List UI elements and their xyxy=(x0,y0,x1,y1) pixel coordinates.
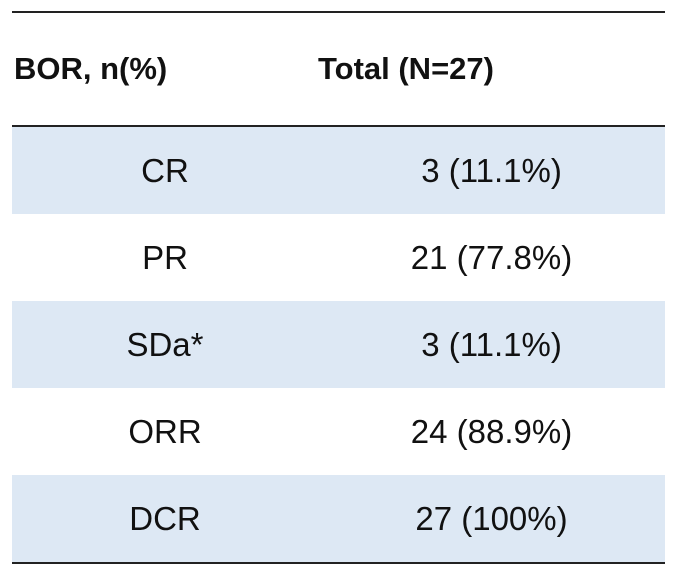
header-row: BOR, n(%) Total (N=27) xyxy=(12,13,665,125)
table-cell: CR xyxy=(141,151,189,189)
table-cell: PR xyxy=(142,238,188,276)
table-cell: 3 (11.1%) xyxy=(421,325,562,363)
top-rule xyxy=(12,11,665,13)
table-cell: 21 (77.8%) xyxy=(410,238,573,276)
table-cell: 3 (11.1%) xyxy=(421,151,562,189)
table-row: ORR 24 (88.9%) xyxy=(12,388,665,475)
table-row: CR 3 (11.1%) xyxy=(12,127,665,214)
bottom-rule xyxy=(12,562,665,564)
table-row: SDa* 3 (11.1%) xyxy=(12,301,665,388)
header-cell: Total (N=27) xyxy=(318,51,494,86)
table-cell: DCR xyxy=(129,499,201,537)
table-cell: 27 (100%) xyxy=(415,499,568,537)
table-cell: ORR xyxy=(128,412,202,450)
table-body: CR 3 (11.1%) PR 21 (77.8%) SDa* 3 (11.1%) ORR 2… xyxy=(12,127,665,562)
table: BOR, n(%) Total (N=27) CR 3 (11.1%) PR 21 (… xyxy=(12,11,665,564)
table-row: PR 21 (77.8%) xyxy=(12,214,665,301)
table-cell: SDa* xyxy=(126,325,204,363)
table-cell: 24 (88.9%) xyxy=(410,412,573,450)
table-row: DCR 27 (100%) xyxy=(12,475,665,562)
header-rule xyxy=(12,125,665,127)
header-cell: BOR, n(%) xyxy=(14,51,168,86)
